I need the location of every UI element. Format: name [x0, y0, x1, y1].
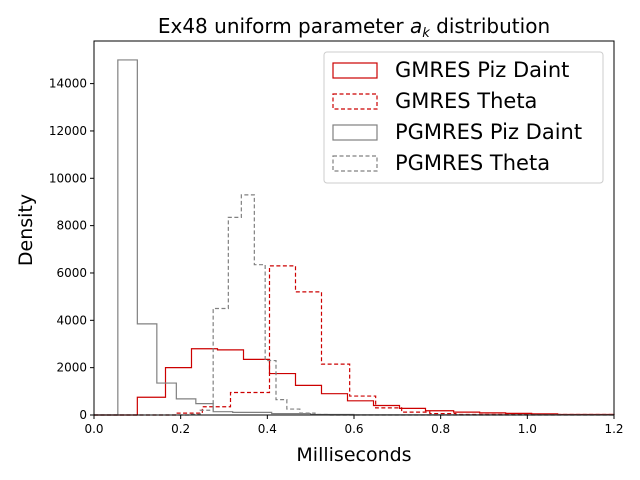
- legend-label: GMRES Piz Daint: [395, 58, 569, 82]
- series-gmres-piz-daint: [94, 348, 615, 416]
- legend-label: PGMRES Theta: [395, 151, 550, 175]
- y-tick-label: 0: [79, 408, 87, 422]
- x-axis: 0.0 0.2 0.4 0.6 0.8 1.0 1.2: [84, 415, 624, 436]
- series-gmres-theta: [94, 265, 615, 416]
- y-tick-label: 10000: [49, 171, 87, 185]
- y-tick-label: 14000: [49, 77, 87, 91]
- y-axis-label: Density: [15, 194, 37, 266]
- legend-swatch: [332, 93, 378, 110]
- legend: GMRES Piz Daint GMRES Theta PGMRES Piz Dai…: [323, 51, 604, 184]
- x-tick-label: 1.0: [518, 422, 537, 436]
- x-tick-label: 0.6: [344, 422, 363, 436]
- legend-swatch: [332, 155, 378, 172]
- y-tick-label: 2000: [56, 361, 87, 375]
- x-axis-label: Milliseconds: [296, 444, 411, 466]
- y-tick-label: 8000: [56, 219, 87, 233]
- x-tick-label: 0.8: [431, 422, 450, 436]
- y-axis: 0 2000 4000 6000 8000 10000 12000 14000: [49, 77, 94, 422]
- series-pgmres-theta: [94, 194, 614, 416]
- x-tick-label: 1.2: [604, 422, 623, 436]
- legend-label: PGMRES Piz Daint: [395, 120, 582, 144]
- y-tick-label: 12000: [49, 124, 87, 138]
- x-tick-label: 0.0: [84, 422, 103, 436]
- y-tick-label: 6000: [56, 266, 87, 280]
- x-tick-label: 0.2: [171, 422, 190, 436]
- legend-label: GMRES Theta: [395, 89, 537, 113]
- legend-swatch: [332, 124, 378, 141]
- x-tick-label: 0.4: [258, 422, 277, 436]
- y-tick-label: 4000: [56, 313, 87, 327]
- legend-swatch: [332, 62, 378, 79]
- chart-title: Ex48 uniform parameter ak distribution: [158, 14, 550, 41]
- legend-frame: [323, 51, 604, 184]
